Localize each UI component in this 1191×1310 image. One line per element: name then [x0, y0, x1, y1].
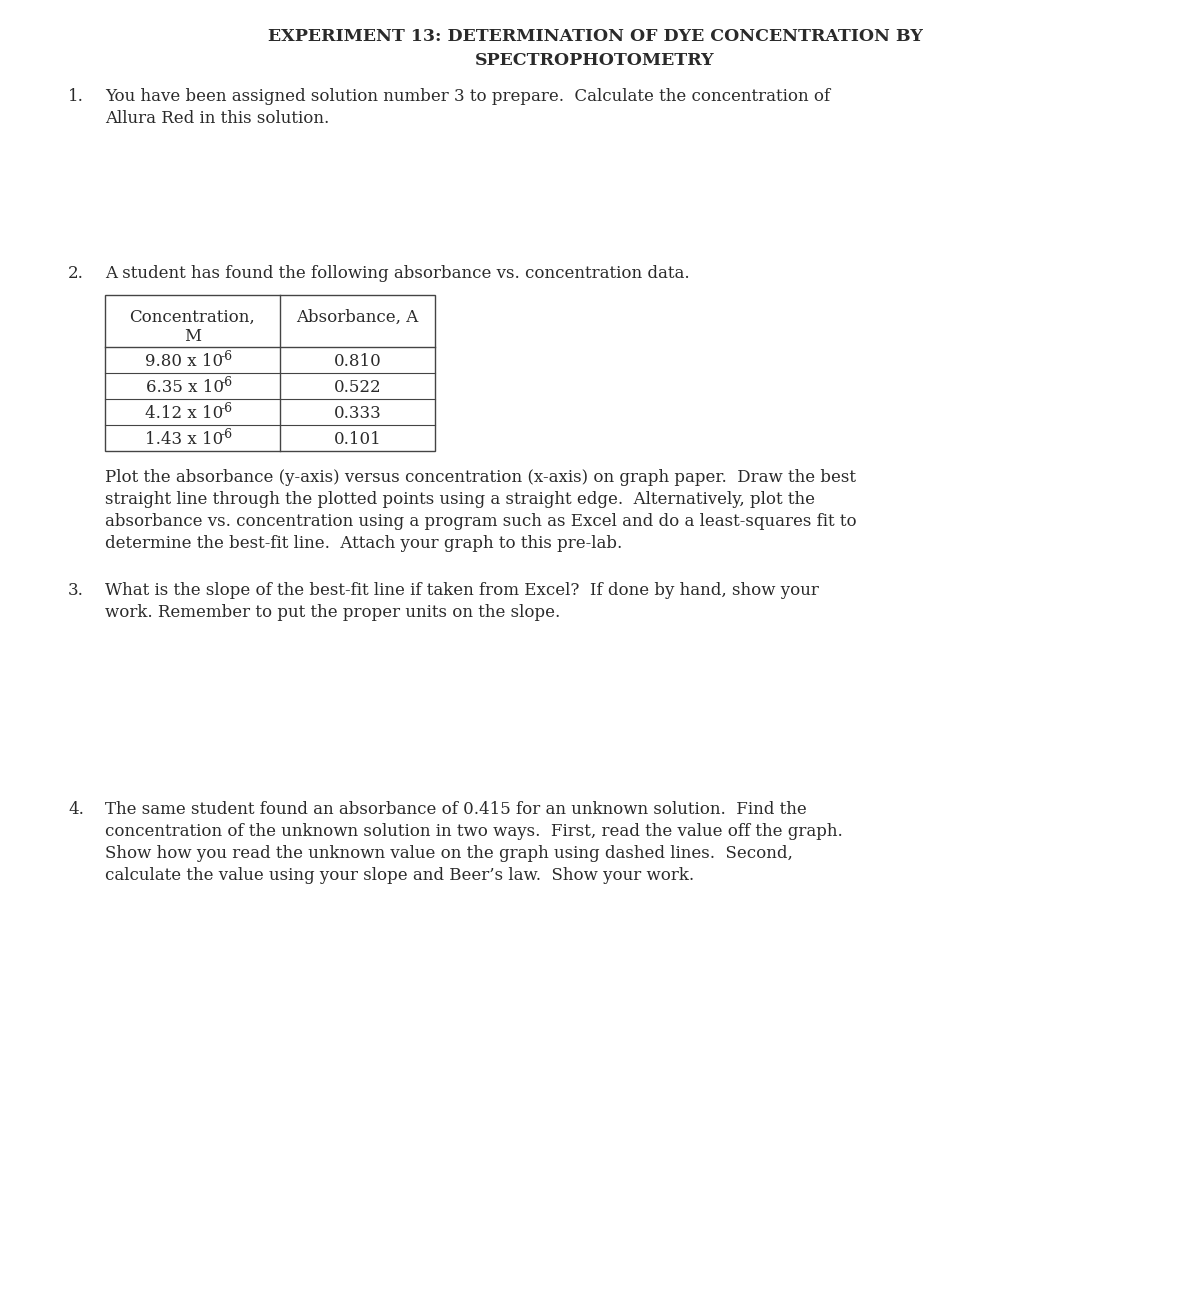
Text: -6: -6: [220, 350, 232, 363]
Text: -6: -6: [220, 427, 232, 440]
Text: 0.333: 0.333: [333, 406, 381, 423]
Text: The same student found an absorbance of 0.415 for an unknown solution.  Find the: The same student found an absorbance of …: [105, 800, 806, 817]
Bar: [105, 295, 435, 451]
Text: 2.: 2.: [68, 265, 83, 282]
Text: EXPERIMENT 13: DETERMINATION OF DYE CONCENTRATION BY: EXPERIMENT 13: DETERMINATION OF DYE CONC…: [268, 28, 923, 45]
Text: -6: -6: [220, 401, 232, 414]
Text: -6: -6: [220, 376, 232, 389]
Text: Absorbance, A: Absorbance, A: [297, 309, 418, 326]
Text: 4.12 x 10: 4.12 x 10: [145, 406, 224, 423]
Text: absorbance vs. concentration using a program such as Excel and do a least-square: absorbance vs. concentration using a pro…: [105, 514, 856, 531]
Text: 0.522: 0.522: [333, 380, 381, 397]
Text: 1.43 x 10: 1.43 x 10: [145, 431, 224, 448]
Text: SPECTROPHOTOMETRY: SPECTROPHOTOMETRY: [475, 52, 715, 69]
Text: calculate the value using your slope and Beer’s law.  Show your work.: calculate the value using your slope and…: [105, 867, 694, 884]
Text: work. Remember to put the proper units on the slope.: work. Remember to put the proper units o…: [105, 604, 560, 621]
Text: Allura Red in this solution.: Allura Red in this solution.: [105, 110, 329, 127]
Text: 6.35 x 10: 6.35 x 10: [145, 380, 224, 397]
Text: Concentration,: Concentration,: [130, 309, 255, 326]
Text: M: M: [183, 328, 201, 345]
Text: 4.: 4.: [68, 800, 83, 817]
Text: 0.101: 0.101: [333, 431, 381, 448]
Text: 0.810: 0.810: [333, 354, 381, 371]
Text: Show how you read the unknown value on the graph using dashed lines.  Second,: Show how you read the unknown value on t…: [105, 845, 793, 862]
Text: determine the best-fit line.  Attach your graph to this pre-lab.: determine the best-fit line. Attach your…: [105, 534, 622, 552]
Text: You have been assigned solution number 3 to prepare.  Calculate the concentratio: You have been assigned solution number 3…: [105, 88, 830, 105]
Text: Plot the absorbance (y-axis) versus concentration (x-axis) on graph paper.  Draw: Plot the absorbance (y-axis) versus conc…: [105, 469, 856, 486]
Text: 1.: 1.: [68, 88, 83, 105]
Text: straight line through the plotted points using a straight edge.  Alternatively, : straight line through the plotted points…: [105, 491, 815, 508]
Text: 9.80 x 10: 9.80 x 10: [145, 354, 224, 371]
Text: 3.: 3.: [68, 582, 83, 599]
Text: A student has found the following absorbance vs. concentration data.: A student has found the following absorb…: [105, 265, 690, 282]
Text: concentration of the unknown solution in two ways.  First, read the value off th: concentration of the unknown solution in…: [105, 823, 843, 840]
Text: What is the slope of the best-fit line if taken from Excel?  If done by hand, sh: What is the slope of the best-fit line i…: [105, 582, 819, 599]
